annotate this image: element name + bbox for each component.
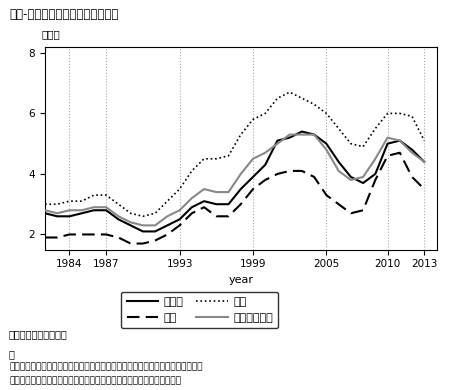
Text: 首都圏は埼玉県・千葉県・東京都・神奈川県、東海は岐阜県・静岡県・愛知県・: 首都圏は埼玉県・千葉県・東京都・神奈川県、東海は岐阜県・静岡県・愛知県・ — [9, 362, 202, 371]
Text: 三重県、近畿は滋賀県・京都府・大阪府・兵庫県・奈良県・和歌山県。: 三重県、近畿は滋賀県・京都府・大阪府・兵庫県・奈良県・和歌山県。 — [9, 376, 181, 385]
X-axis label: year: year — [228, 275, 253, 285]
Text: 出所：労働力調査年報: 出所：労働力調査年報 — [9, 330, 68, 340]
Legend: 首都圏, 東海, 近畿, その他の地域: 首都圏, 東海, 近畿, その他の地域 — [121, 292, 279, 328]
Text: （％）: （％） — [41, 29, 60, 39]
Text: 注: 注 — [9, 349, 15, 359]
Text: 図５-１　地域別完全失業率の推移: 図５-１ 地域別完全失業率の推移 — [9, 8, 118, 21]
